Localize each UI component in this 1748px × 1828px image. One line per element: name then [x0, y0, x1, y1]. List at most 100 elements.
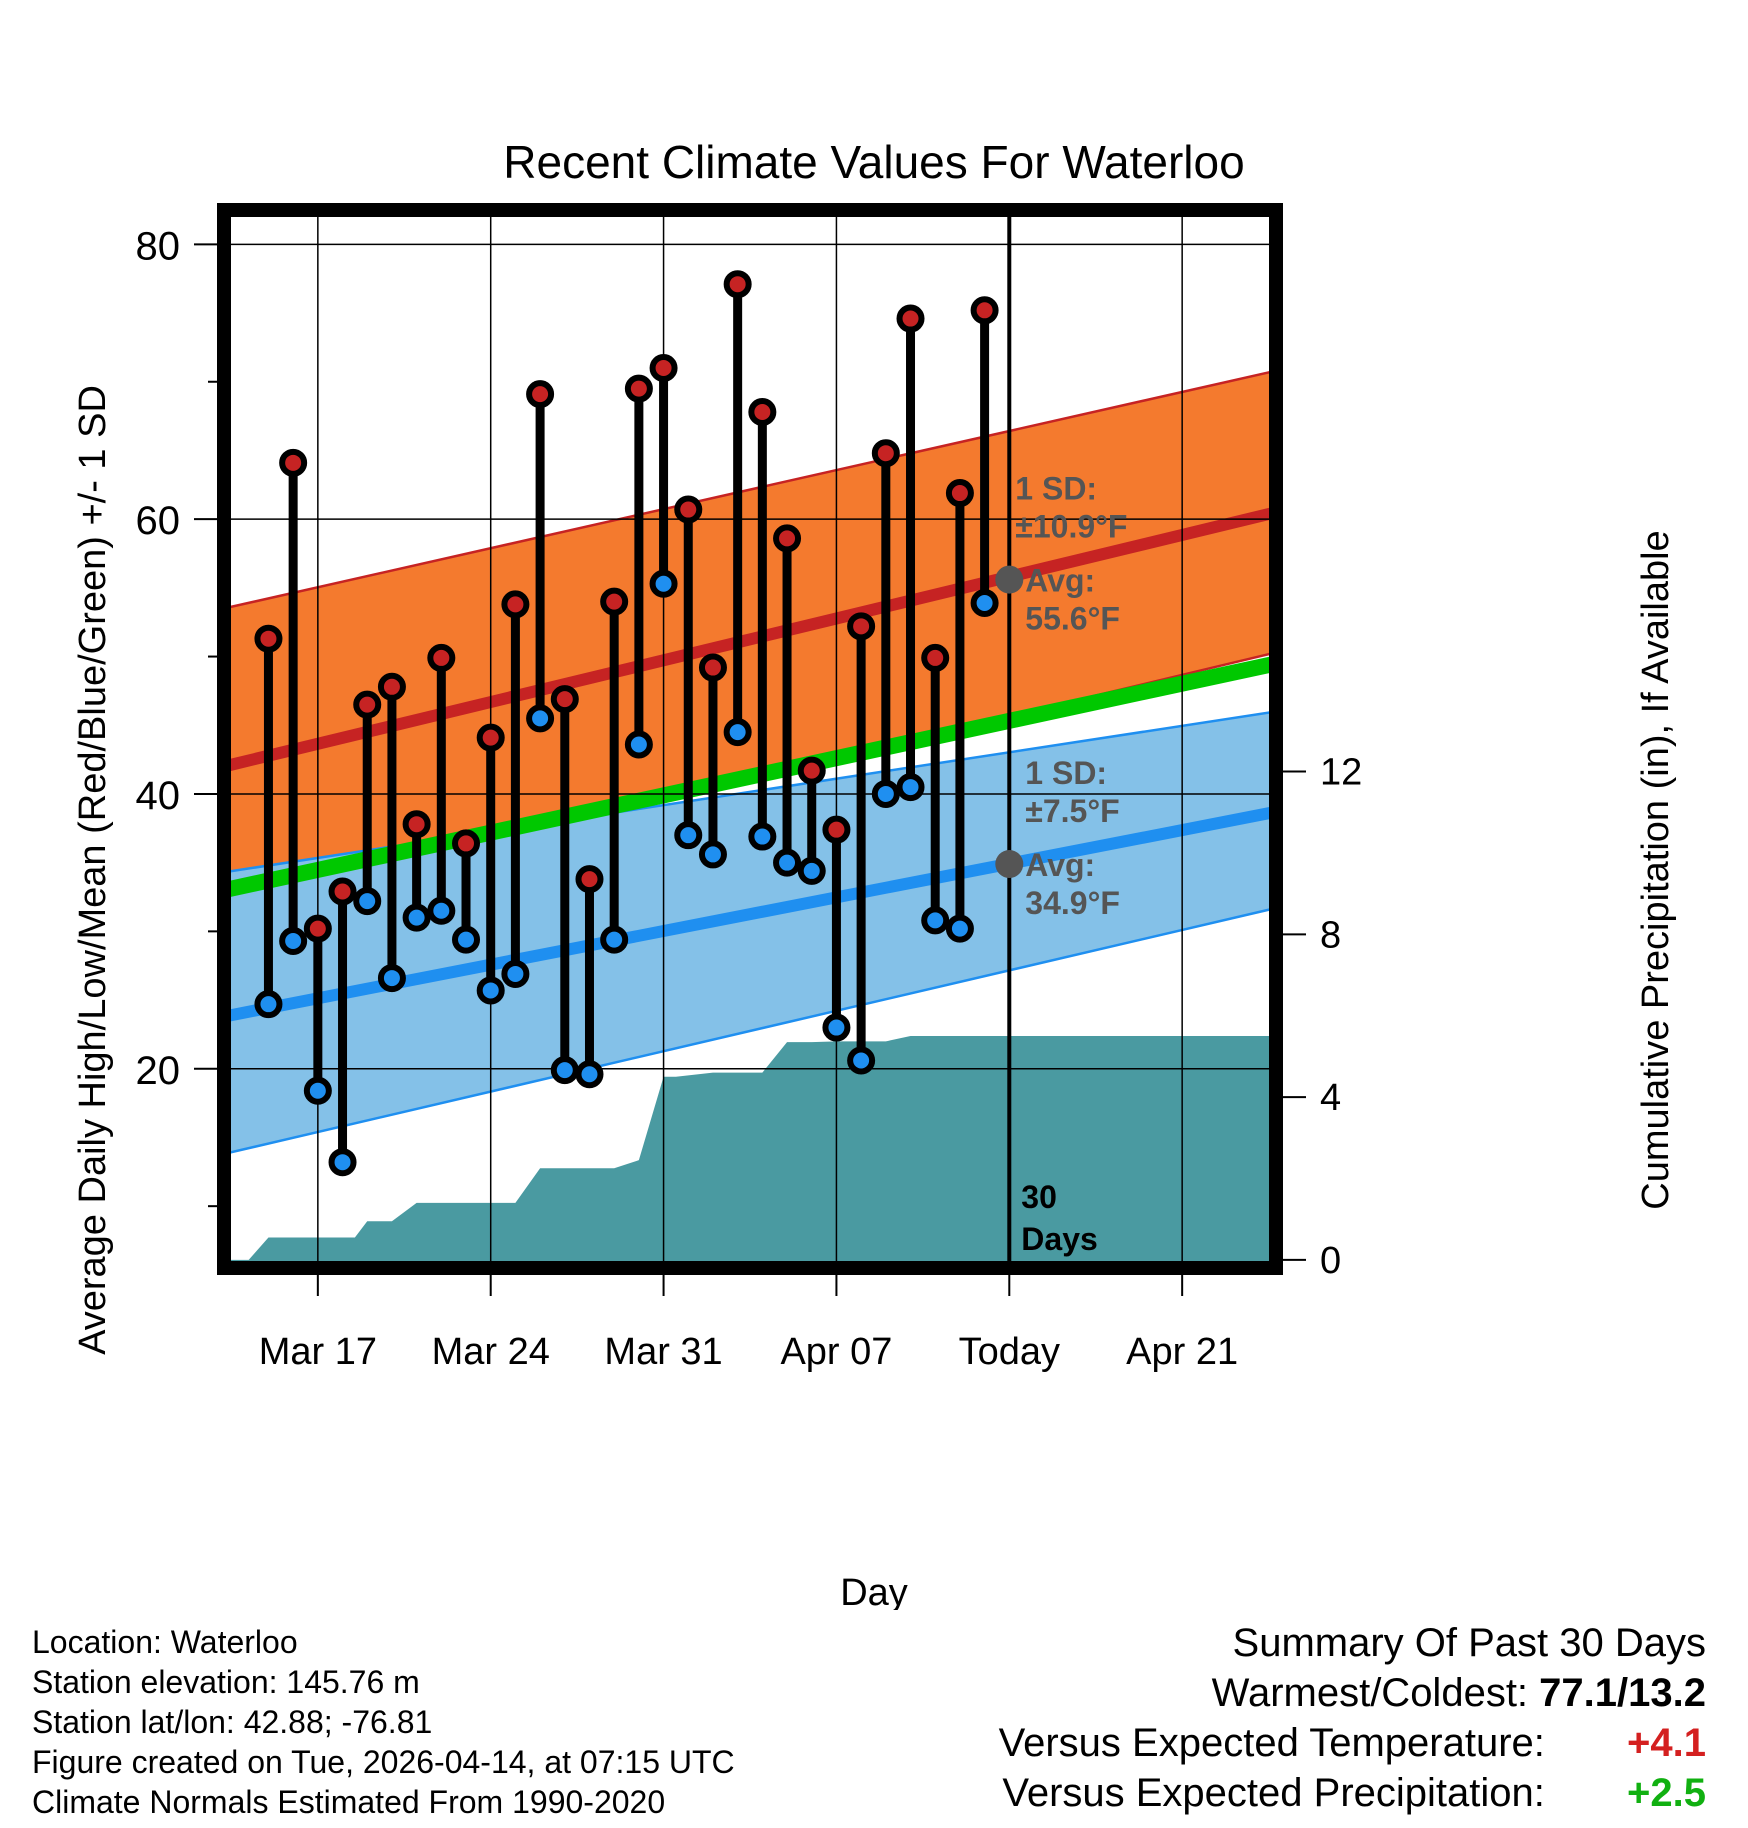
low-temp-dot [748, 822, 777, 851]
low-temp-dot [402, 903, 431, 932]
high-avg-value: 55.6°F [1025, 601, 1120, 637]
station-info: Location: Waterloo Station elevation: 14… [32, 1622, 735, 1822]
warmest-coldest-value: 77.1/13.2 [1539, 1671, 1706, 1715]
low-temp-dot [945, 914, 974, 943]
high-temp-dot [970, 296, 999, 325]
location-text: Location: Waterloo [32, 1624, 298, 1660]
low-temp-dot [254, 990, 283, 1019]
high-temp-dot [945, 479, 974, 508]
warmest-coldest-row: Warmest/Coldest: 77.1/13.2 [999, 1668, 1706, 1718]
y2-tick-label: 4 [1320, 1077, 1341, 1119]
low-temp-dot [921, 906, 950, 935]
plot-frame [217, 203, 1283, 1275]
low-temp-dot [328, 1148, 357, 1177]
temp-departure-row: Versus Expected Temperature: +4.1 [999, 1718, 1706, 1768]
x-tick-label: Apr 21 [1126, 1331, 1238, 1373]
avg-mean-line [224, 655, 1276, 898]
low-temp-dot [896, 773, 925, 802]
precip-departure-row: Versus Expected Precipitation: +2.5 [999, 1768, 1706, 1818]
high-sd-band-upper-edge [224, 369, 1276, 610]
high-avg-marker [995, 565, 1024, 594]
warmest-coldest-label: Warmest/Coldest: [1211, 1671, 1529, 1715]
chart-title: Recent Climate Values For Waterloo [503, 136, 1244, 188]
temp-departure-label: Versus Expected Temperature: [998, 1721, 1545, 1765]
low-sd-label: 1 SD: [1025, 755, 1107, 791]
low-temp-dot [575, 1060, 604, 1089]
low-temp-dot [476, 976, 505, 1005]
high-temp-dot [452, 829, 481, 858]
low-temp-dot [303, 1076, 332, 1105]
low-temp-dot [723, 718, 752, 747]
high-temp-dot [674, 495, 703, 524]
x-tick-label: Today [959, 1331, 1060, 1373]
high-temp-dot [526, 380, 555, 409]
low-temp-dot [279, 926, 308, 955]
summary-title: Summary Of Past 30 Days [1232, 1621, 1706, 1665]
x-tick-label: Apr 07 [780, 1331, 892, 1373]
high-temp-dot [723, 270, 752, 299]
low-temp-dot [377, 964, 406, 993]
y-axis-label: Average Daily High/Low/Mean (Red/Blue/Gr… [72, 385, 114, 1355]
high-temp-dot [649, 354, 678, 383]
low-temp-dot [970, 588, 999, 617]
y2-tick-label: 0 [1320, 1240, 1341, 1282]
low-temp-dot [526, 704, 555, 733]
low-temp-dot [550, 1056, 579, 1085]
low-sd-band-lower-edge [224, 906, 1276, 1156]
low-temp-dot [353, 887, 382, 916]
high-temp-dot [501, 590, 530, 619]
high-temp-dot [748, 397, 777, 426]
high-temp-dot [847, 612, 876, 641]
window-days-number: 30 [1021, 1179, 1057, 1215]
y2-axis-label: Cumulative Precipitation (in), If Availa… [1635, 530, 1677, 1209]
low-temp-dot [427, 896, 456, 925]
low-temp-dot [624, 730, 653, 759]
normals-text: Climate Normals Estimated From 1990-2020 [32, 1784, 666, 1820]
y-tick-label: 60 [136, 499, 181, 543]
high-temp-dot [797, 756, 826, 785]
high-sd-value: ±10.9°F [1015, 509, 1127, 545]
low-temp-dot [773, 848, 802, 877]
high-temp-dot [921, 643, 950, 672]
x-tick-label: Mar 31 [604, 1331, 722, 1373]
high-temp-dot [328, 877, 357, 906]
y2-tick-label: 12 [1320, 752, 1362, 794]
high-avg-label: Avg: [1025, 563, 1095, 599]
temp-departure-value: +4.1 [1627, 1721, 1706, 1765]
plot-area [224, 210, 1276, 1268]
elevation-text: Station elevation: 145.76 m [32, 1664, 420, 1700]
y-tick-label: 40 [136, 774, 181, 818]
high-temp-dot [303, 914, 332, 943]
precip-departure-value: +2.5 [1627, 1771, 1706, 1815]
y-tick-label: 20 [136, 1049, 181, 1093]
y-tick-label: 80 [136, 224, 181, 268]
latlon-text: Station lat/lon: 42.88; -76.81 [32, 1704, 433, 1740]
high-temp-dot [896, 304, 925, 333]
summary-panel: Summary Of Past 30 Days Warmest/Coldest:… [999, 1618, 1706, 1818]
high-temp-dot [822, 815, 851, 844]
high-temp-dot [773, 524, 802, 553]
low-sd-band [224, 711, 1276, 1154]
low-sd-value: ±7.5°F [1025, 793, 1119, 829]
high-temp-dot [279, 448, 308, 477]
avg-high-line [224, 506, 1276, 773]
window-days-text: Days [1021, 1221, 1098, 1257]
high-temp-dot [624, 374, 653, 403]
high-temp-dot [402, 810, 431, 839]
low-avg-label: Avg: [1025, 847, 1095, 883]
high-temp-dot [476, 723, 505, 752]
precip-area [224, 1036, 1276, 1268]
low-temp-dot [698, 840, 727, 869]
high-temp-dot [550, 685, 579, 714]
low-temp-dot [600, 925, 629, 954]
low-temp-dot [822, 1013, 851, 1042]
high-temp-dot [698, 653, 727, 682]
low-temp-dot [452, 925, 481, 954]
low-avg-marker [995, 850, 1024, 879]
high-temp-dot [427, 643, 456, 672]
low-avg-value: 34.9°F [1025, 885, 1120, 921]
climate-chart: Recent Climate Values For Waterloo 1 SD:… [72, 136, 1677, 1610]
low-temp-dot [649, 569, 678, 598]
high-temp-dot [600, 587, 629, 616]
created-text: Figure created on Tue, 2026-04-14, at 07… [32, 1744, 735, 1780]
